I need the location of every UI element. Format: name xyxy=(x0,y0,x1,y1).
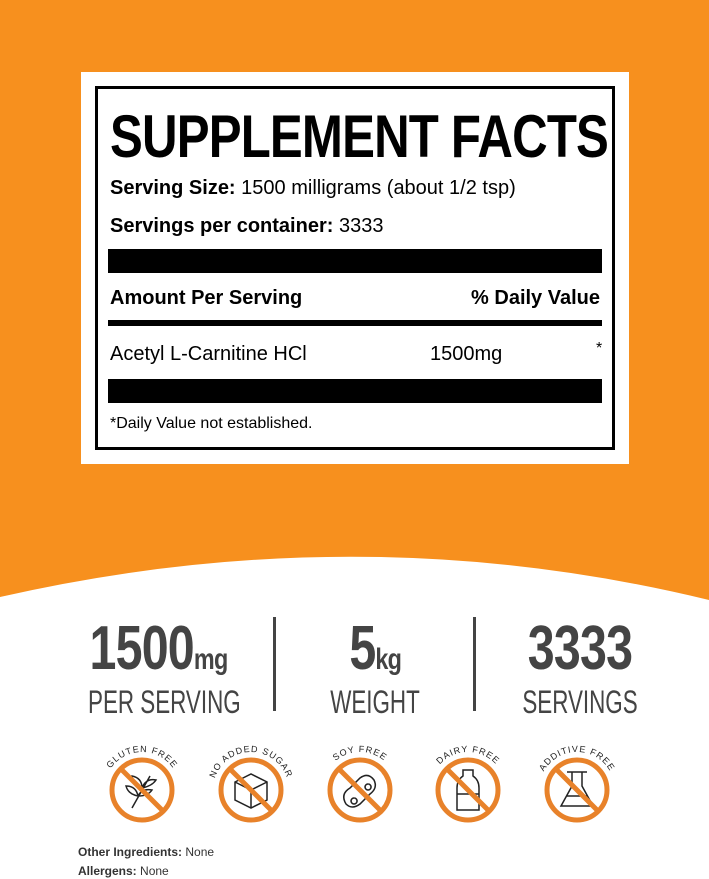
badge-additive-free: ADDITIVE FREE xyxy=(537,744,616,823)
serving-size-label: Serving Size: xyxy=(110,177,236,199)
allergens-label: Allergens: xyxy=(78,864,137,878)
ingredient-name: Acetyl L-Carnitine HCl xyxy=(110,343,307,365)
free-from-badges: GLUTEN FREE NO ADDED SUGAR SOY FREE DAIRY F… xyxy=(104,744,616,823)
prohibition-circle-icon xyxy=(544,757,610,823)
other-ingredients: Other Ingredients: None xyxy=(78,845,214,859)
stat-label: SERVINGS xyxy=(522,684,638,720)
supplement-facts-title: SUPPLEMENT FACTS xyxy=(110,103,609,170)
stat-unit: kg xyxy=(375,643,402,676)
ingredient-amount: 1500mg xyxy=(430,343,503,365)
badge-no-added-sugar: NO ADDED SUGAR xyxy=(207,744,294,823)
stat-value: 5 xyxy=(349,614,376,683)
badge-dairy-free: DAIRY FREE xyxy=(434,744,502,823)
stat-value: 1500 xyxy=(88,614,194,683)
stat-value: 3333 xyxy=(527,614,633,683)
prohibition-slash-icon xyxy=(228,767,274,813)
prohibition-circle-icon xyxy=(435,757,501,823)
prohibition-slash-icon xyxy=(337,767,383,813)
prohibition-circle-icon xyxy=(327,757,393,823)
prohibition-slash-icon xyxy=(119,767,165,813)
other-ingredients-value: None xyxy=(185,845,215,859)
stat-weight: 5kg WEIGHT xyxy=(290,618,460,720)
badge-gluten-free: GLUTEN FREE xyxy=(104,744,180,823)
thin-divider xyxy=(108,320,602,326)
amount-header: Amount Per Serving xyxy=(110,287,303,309)
servings-label: Servings per container: xyxy=(110,215,334,237)
footnote: *Daily Value not established. xyxy=(110,415,313,432)
other-ingredients-label: Other Ingredients: xyxy=(78,845,183,859)
prohibition-circle-icon xyxy=(218,757,284,823)
thick-divider xyxy=(108,249,602,273)
ingredient-dv: * xyxy=(596,340,603,357)
stat-servings: 3333 SERVINGS xyxy=(490,618,670,720)
soybean-icon xyxy=(343,774,377,808)
serving-size-value: 1500 milligrams (about 1/2 tsp) xyxy=(241,177,516,199)
prohibition-slash-icon xyxy=(554,767,600,813)
allergens-value: None xyxy=(140,864,169,878)
badge-label: GLUTEN FREE xyxy=(104,744,180,770)
allergens: Allergens: None xyxy=(78,864,169,878)
supplement-facts-panel: SUPPLEMENT FACTS Serving Size: 1500 mill… xyxy=(81,72,629,464)
daily-value-header: % Daily Value xyxy=(471,287,600,309)
stat-unit: mg xyxy=(193,643,228,676)
prohibition-circle-icon xyxy=(109,757,175,823)
thick-divider xyxy=(108,379,602,403)
stat-per-serving: 1500mg PER SERVING xyxy=(58,618,258,720)
badge-soy-free: SOY FREE xyxy=(327,744,393,823)
stat-divider xyxy=(273,617,276,711)
stat-divider xyxy=(473,617,476,711)
prohibition-slash-icon xyxy=(445,767,491,813)
stat-label: WEIGHT xyxy=(330,684,420,720)
stat-label: PER SERVING xyxy=(88,684,241,720)
badge-label: DAIRY FREE xyxy=(434,744,502,766)
servings-value: 3333 xyxy=(338,215,384,237)
